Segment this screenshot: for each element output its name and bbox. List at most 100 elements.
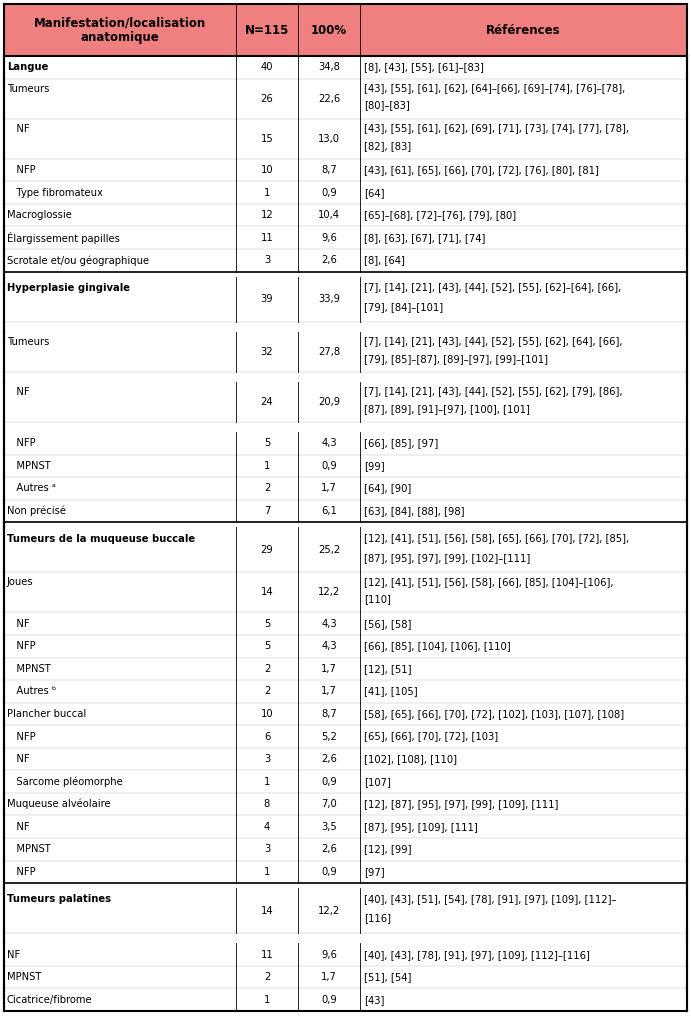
Bar <box>4 454 687 477</box>
Text: 1,7: 1,7 <box>321 663 337 674</box>
Bar <box>4 573 687 612</box>
Text: Tumeurs: Tumeurs <box>7 84 49 94</box>
Text: [8], [64]: [8], [64] <box>364 256 405 265</box>
Text: [64], [90]: [64], [90] <box>364 483 411 493</box>
Text: [8], [63], [67], [71], [74]: [8], [63], [67], [71], [74] <box>364 232 485 243</box>
Bar <box>4 988 687 1011</box>
Text: Tumeurs palatines: Tumeurs palatines <box>7 895 111 905</box>
Text: [99]: [99] <box>364 461 385 471</box>
Bar <box>4 527 687 573</box>
Text: [40], [43], [78], [91], [97], [109], [112]–[116]: [40], [43], [78], [91], [97], [109], [11… <box>364 950 590 960</box>
Text: [87], [89], [91]–[97], [100], [101]: [87], [89], [91]–[97], [100], [101] <box>364 404 530 414</box>
Bar <box>4 432 687 454</box>
Bar <box>4 770 687 793</box>
Bar <box>4 322 687 332</box>
Text: 5,2: 5,2 <box>321 732 337 742</box>
Text: MPNST: MPNST <box>7 461 50 471</box>
Text: [7], [14], [21], [43], [44], [52], [55], [62]–[64], [66],: [7], [14], [21], [43], [44], [52], [55],… <box>364 282 621 292</box>
Bar <box>4 703 687 726</box>
Text: [79], [85]–[87], [89]–[97], [99]–[101]: [79], [85]–[87], [89]–[97], [99]–[101] <box>364 354 548 364</box>
Text: NFP: NFP <box>7 867 36 877</box>
Text: 1: 1 <box>264 461 270 471</box>
Text: 2: 2 <box>264 972 270 982</box>
Text: [65]–[68], [72]–[76], [79], [80]: [65]–[68], [72]–[76], [79], [80] <box>364 210 516 220</box>
Text: 11: 11 <box>261 232 274 243</box>
Text: 40: 40 <box>261 62 273 72</box>
Text: 1,7: 1,7 <box>321 972 337 982</box>
Text: [102], [108], [110]: [102], [108], [110] <box>364 754 457 764</box>
Bar <box>4 793 687 815</box>
Bar <box>4 838 687 861</box>
Text: 20,9: 20,9 <box>318 397 340 407</box>
Text: [58], [65], [66], [70], [72], [102], [103], [107], [108]: [58], [65], [66], [70], [72], [102], [10… <box>364 709 624 719</box>
Text: Élargissement papilles: Élargissement papilles <box>7 231 120 244</box>
Text: 7,0: 7,0 <box>321 799 337 809</box>
Text: NFP: NFP <box>7 732 36 742</box>
Bar <box>4 889 687 933</box>
Bar <box>4 382 687 422</box>
Text: 24: 24 <box>261 397 274 407</box>
Bar <box>4 118 687 159</box>
Text: 12: 12 <box>261 210 274 220</box>
Text: Muqueuse alvéolaire: Muqueuse alvéolaire <box>7 799 111 809</box>
Text: [66], [85], [104], [106], [110]: [66], [85], [104], [106], [110] <box>364 641 511 651</box>
Text: Manifestation/localisation
anatomique: Manifestation/localisation anatomique <box>34 16 206 44</box>
Text: [64]: [64] <box>364 187 384 198</box>
Text: NFP: NFP <box>7 641 36 651</box>
Text: 2: 2 <box>264 687 270 696</box>
Text: [56], [58]: [56], [58] <box>364 619 411 629</box>
Text: 0,9: 0,9 <box>321 461 337 471</box>
Text: NF: NF <box>7 821 30 832</box>
Text: 8,7: 8,7 <box>321 709 337 719</box>
Bar <box>4 499 687 522</box>
Text: Références: Références <box>486 23 561 37</box>
Text: 1: 1 <box>264 187 270 198</box>
Text: Joues: Joues <box>7 578 34 587</box>
Text: [7], [14], [21], [43], [44], [52], [55], [62], [64], [66],: [7], [14], [21], [43], [44], [52], [55],… <box>364 336 623 346</box>
Text: [43]: [43] <box>364 995 384 1005</box>
Text: 0,9: 0,9 <box>321 187 337 198</box>
Text: 9,6: 9,6 <box>321 232 337 243</box>
Bar <box>4 204 687 226</box>
Bar <box>4 933 687 944</box>
Text: Langue: Langue <box>7 62 48 72</box>
Text: [110]: [110] <box>364 594 391 604</box>
Text: 1: 1 <box>264 776 270 787</box>
Bar <box>4 477 687 499</box>
Text: [12], [41], [51], [56], [58], [65], [66], [70], [72], [85],: [12], [41], [51], [56], [58], [65], [66]… <box>364 533 629 543</box>
Text: 2,6: 2,6 <box>321 754 337 764</box>
Text: 13,0: 13,0 <box>318 133 340 144</box>
Bar <box>4 612 687 635</box>
Text: [43], [61], [65], [66], [70], [72], [76], [80], [81]: [43], [61], [65], [66], [70], [72], [76]… <box>364 165 599 175</box>
Bar <box>4 56 687 78</box>
Text: Scrotale et/ou géographique: Scrotale et/ou géographique <box>7 255 149 266</box>
Text: 10: 10 <box>261 165 274 175</box>
Text: Tumeurs: Tumeurs <box>7 336 49 346</box>
Text: Cicatrice/fibrome: Cicatrice/fibrome <box>7 995 93 1005</box>
Text: [107]: [107] <box>364 776 391 787</box>
Text: [40], [43], [51], [54], [78], [91], [97], [109], [112]–: [40], [43], [51], [54], [78], [91], [97]… <box>364 894 616 904</box>
Text: 5: 5 <box>264 619 270 629</box>
Text: [12], [41], [51], [56], [58], [66], [85], [104]–[106],: [12], [41], [51], [56], [58], [66], [85]… <box>364 577 614 587</box>
Text: [12], [87], [95], [97], [99], [109], [111]: [12], [87], [95], [97], [99], [109], [11… <box>364 799 558 809</box>
Text: 0,9: 0,9 <box>321 867 337 877</box>
Text: [80]–[83]: [80]–[83] <box>364 101 410 111</box>
Text: 32: 32 <box>261 346 274 357</box>
Bar <box>4 332 687 372</box>
Text: N=115: N=115 <box>245 23 290 37</box>
Bar <box>4 635 687 657</box>
Text: 33,9: 33,9 <box>318 294 340 304</box>
Text: NF: NF <box>7 950 20 960</box>
Text: NF: NF <box>7 387 30 396</box>
Bar <box>4 372 687 382</box>
Bar <box>4 249 687 272</box>
Text: [8], [43], [55], [61]–[83]: [8], [43], [55], [61]–[83] <box>364 62 484 72</box>
Text: 34,8: 34,8 <box>318 62 340 72</box>
Text: [79], [84]–[101]: [79], [84]–[101] <box>364 302 443 312</box>
Text: 1: 1 <box>264 867 270 877</box>
Text: 1,7: 1,7 <box>321 687 337 696</box>
Text: 14: 14 <box>261 906 274 916</box>
Text: NFP: NFP <box>7 165 36 175</box>
Text: 2,6: 2,6 <box>321 845 337 854</box>
Text: 10: 10 <box>261 709 274 719</box>
